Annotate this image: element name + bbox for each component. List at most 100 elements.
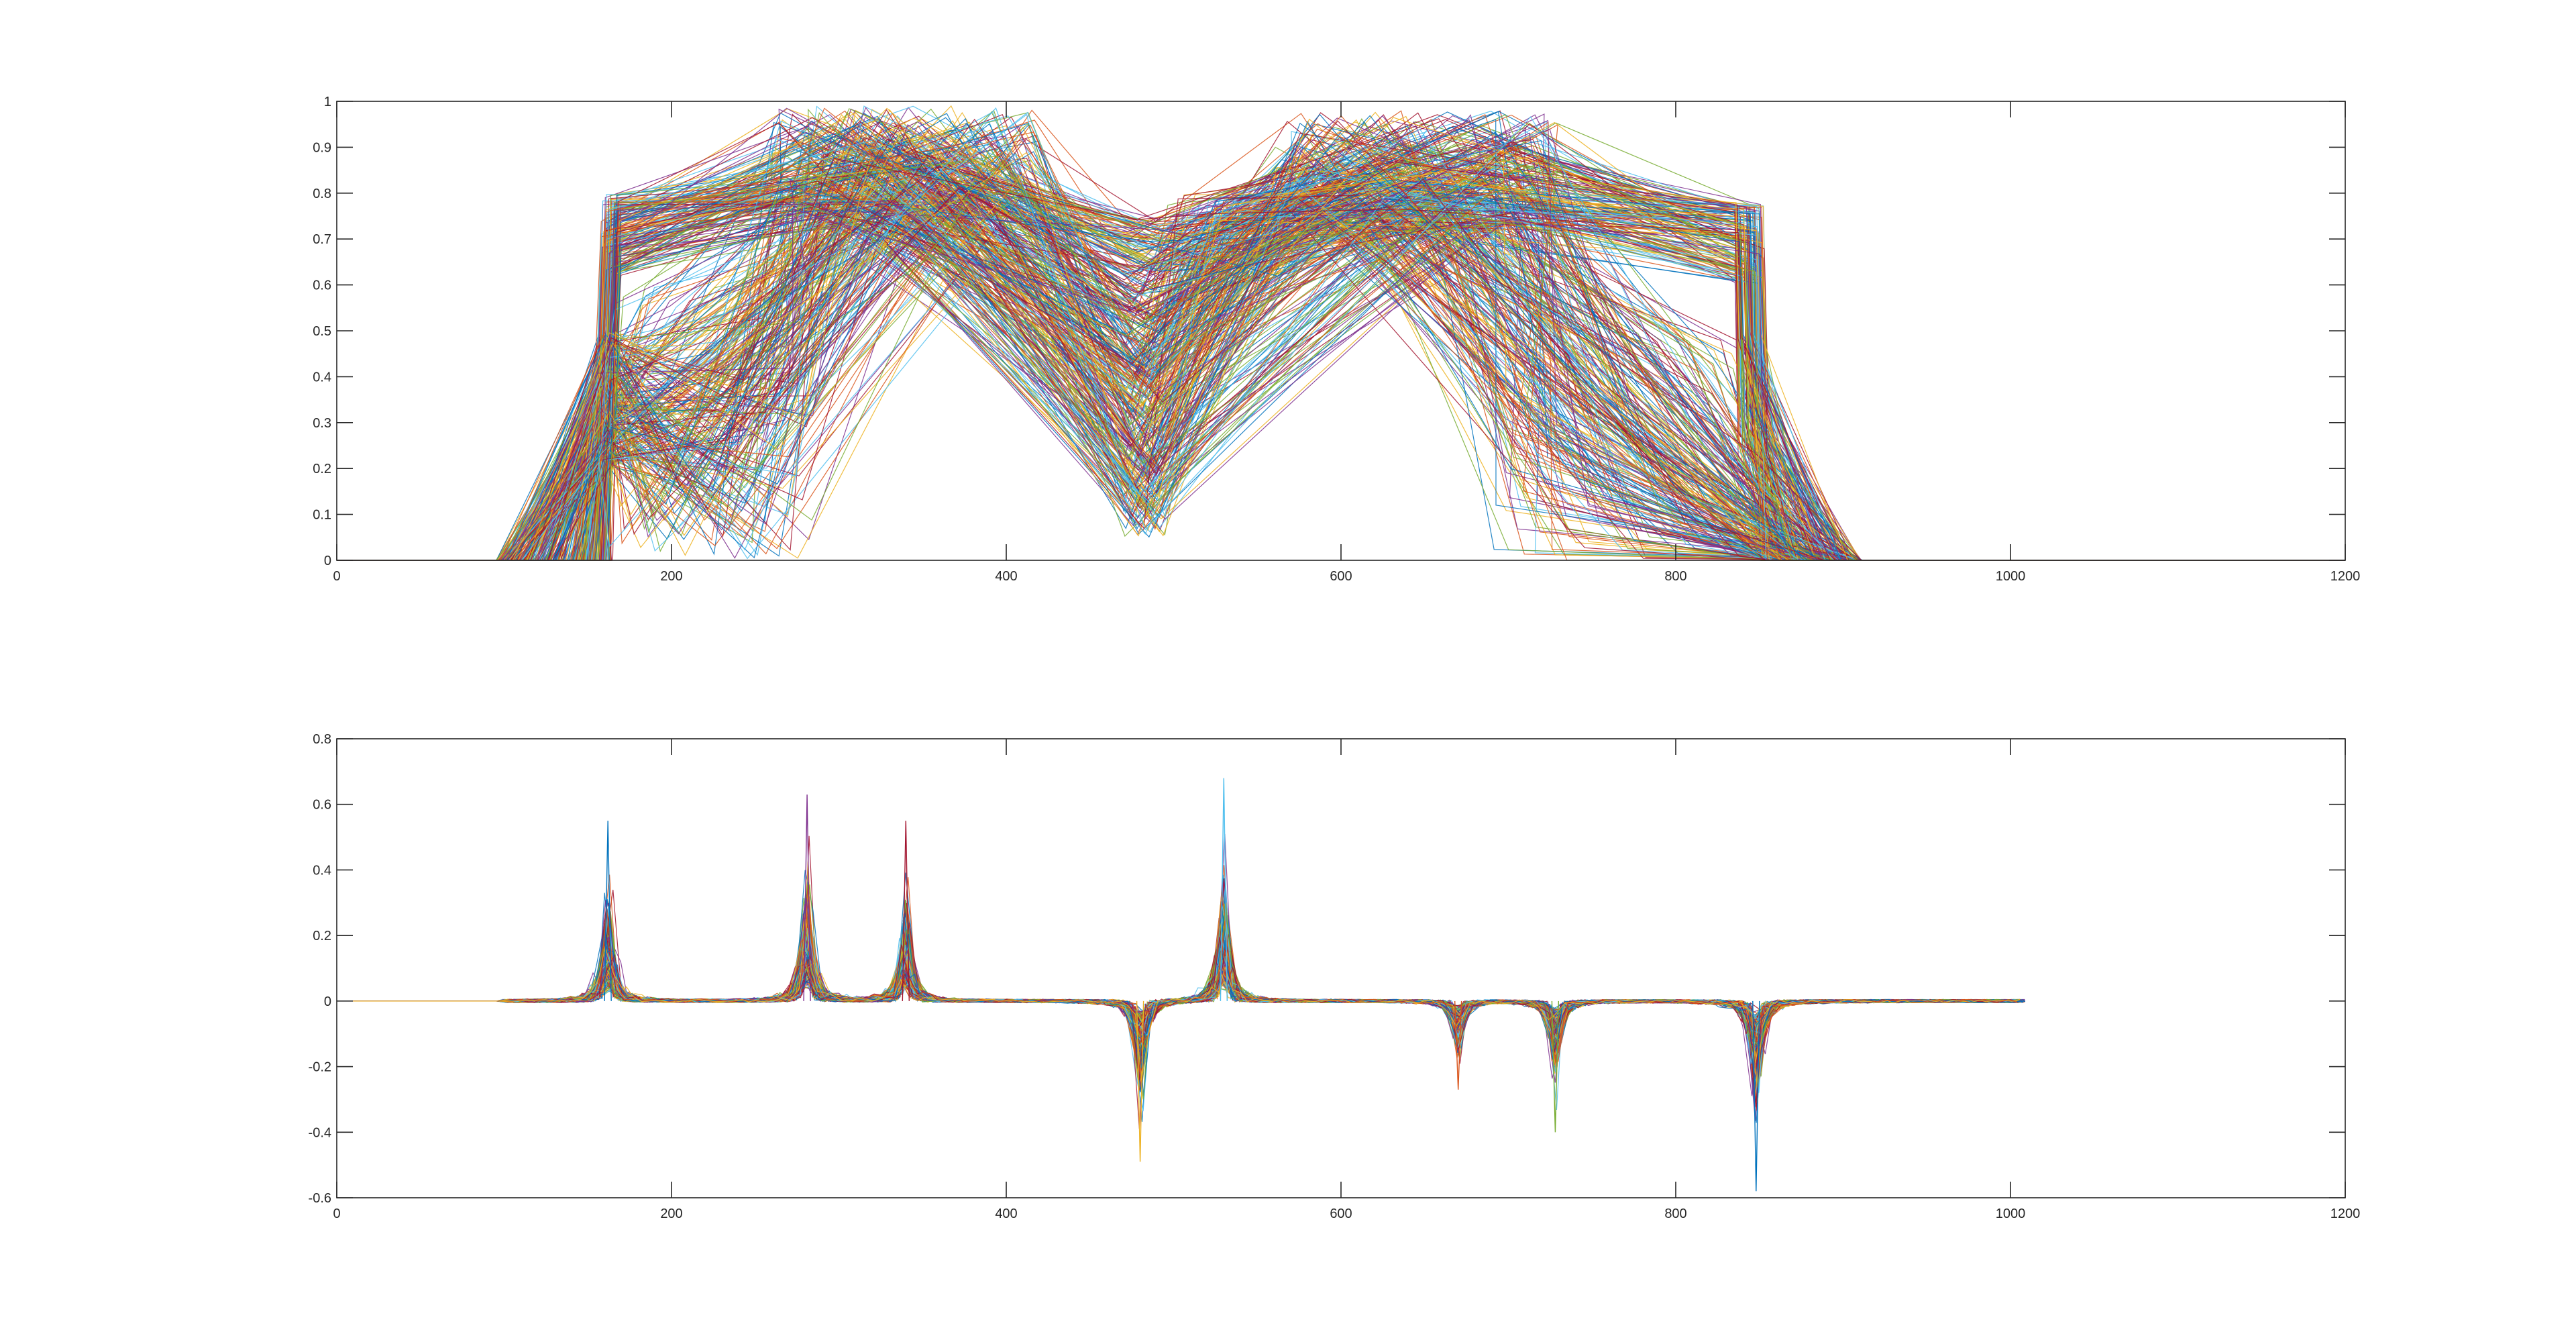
x-tick-label: 1000 — [1996, 1206, 2026, 1221]
top-series-line — [337, 122, 2345, 561]
y-tick-label: 0.8 — [313, 187, 331, 201]
top-series-line — [337, 144, 2345, 561]
bottom-series-line — [337, 907, 2022, 1068]
bottom-series-line — [337, 882, 2021, 1060]
top-series-line — [337, 155, 2345, 561]
y-tick-label: 0.9 — [313, 140, 331, 155]
top-series-line — [337, 129, 2345, 561]
top-series-line — [337, 115, 2345, 561]
top-series-line — [337, 164, 2345, 561]
top-series-line — [337, 179, 2345, 561]
top-series-line — [337, 115, 2345, 561]
x-tick-label: 400 — [995, 1206, 1017, 1221]
spike-peak — [1220, 778, 1228, 1001]
top-series-line — [337, 142, 2345, 561]
spike-peak — [803, 794, 811, 1001]
bottom-series-line — [337, 884, 2019, 1069]
top-series-line — [337, 193, 2345, 561]
x-tick-label: 1200 — [2330, 1206, 2361, 1221]
top-series-line — [337, 123, 2345, 561]
top-series-line — [337, 164, 2345, 561]
y-tick-label: 0.6 — [313, 798, 331, 813]
top-series-line — [337, 160, 2345, 561]
top-series-line — [337, 107, 2345, 561]
top-series-line — [337, 192, 2345, 561]
bottom-axes-box — [336, 738, 2346, 1198]
top-series-line — [337, 160, 2345, 561]
top-series-line — [337, 178, 2345, 561]
top-series-line — [337, 107, 2345, 561]
y-tick-label: 0 — [324, 554, 331, 568]
x-tick-label: 1200 — [2330, 569, 2361, 584]
x-tick-label: 800 — [1664, 1206, 1686, 1221]
top-series-line — [337, 132, 2345, 561]
bottom-series-line — [337, 834, 2019, 1121]
y-tick-label: -0.2 — [309, 1060, 331, 1075]
bottom-axes: 0 200 400 600 800 1000 1200 -0.6 -0.4 -0.2 0 0.2 0.4… — [309, 732, 2361, 1221]
top-series-line — [337, 156, 2345, 561]
bottom-series-line — [337, 903, 2019, 1078]
x-tick-label: 600 — [1330, 569, 1352, 584]
y-tick-label: 1 — [324, 95, 331, 109]
bottom-series-line — [337, 911, 2023, 1068]
y-tick-label: 0.1 — [313, 508, 331, 523]
top-series-line — [337, 154, 2345, 561]
y-tick-label: 0 — [324, 994, 331, 1009]
y-tick-label: 0.3 — [313, 416, 331, 431]
x-tick-label: 1000 — [1996, 569, 2026, 584]
top-series-line — [337, 112, 2345, 561]
y-tick-label: 0.2 — [313, 929, 331, 943]
top-series-line — [337, 132, 2345, 561]
x-tick-label: 200 — [660, 569, 682, 584]
top-series-line — [337, 139, 2345, 561]
top-series-line — [337, 202, 2345, 561]
bottom-series-line — [337, 912, 2024, 1066]
top-series-line — [337, 155, 2345, 561]
top-series-line — [337, 159, 2345, 561]
y-tick-label: 0.4 — [313, 370, 331, 384]
y-tick-label: 0.4 — [313, 863, 331, 878]
top-series-line — [337, 152, 2345, 561]
y-tick-label: 0.8 — [313, 732, 331, 747]
y-tick-label: -0.4 — [309, 1125, 331, 1140]
top-series-line — [337, 107, 2345, 561]
bottom-series-line — [337, 898, 2018, 1084]
top-series-line — [337, 132, 2345, 561]
bottom-series-line — [337, 909, 2022, 1066]
bottom-series-line — [337, 919, 2021, 1084]
spike-peak — [1551, 1000, 1559, 1133]
x-tick-label: 0 — [333, 569, 340, 584]
bottom-series-line — [337, 899, 2023, 1060]
top-series-line — [337, 148, 2345, 561]
top-plot-lines — [337, 105, 2345, 561]
y-tick-label: 0.2 — [313, 462, 331, 476]
top-series-line — [337, 121, 2345, 561]
top-series-line — [337, 122, 2345, 561]
x-tick-label: 200 — [660, 1206, 682, 1221]
top-series-line — [337, 165, 2345, 561]
bottom-axes-ticks: 0 200 400 600 800 1000 1200 -0.6 -0.4 -0.2 0 0.2 0.4… — [309, 732, 2361, 1221]
top-axes-ticks: 0 200 400 600 800 1000 1200 0 0.1 0.2 0.3 0.4 0.5 0.6… — [313, 95, 2360, 584]
bottom-series-line — [337, 901, 2025, 1060]
y-tick-label: 0.7 — [313, 232, 331, 247]
spike-peak — [604, 821, 612, 1001]
y-tick-label: -0.6 — [309, 1191, 331, 1206]
x-tick-label: 800 — [1664, 569, 1686, 584]
top-series-line — [337, 145, 2345, 561]
top-series-line — [337, 108, 2345, 561]
spike-peak — [1752, 1000, 1760, 1192]
x-tick-label: 0 — [333, 1206, 340, 1221]
bottom-series-line — [337, 921, 2020, 1058]
y-tick-label: 0.6 — [313, 278, 331, 293]
top-series-line — [337, 125, 2345, 561]
bottom-series-line — [337, 903, 2021, 1067]
top-series-line — [337, 174, 2345, 561]
top-series-line — [337, 168, 2345, 561]
spike-peak — [1136, 1000, 1144, 1162]
y-tick-label: 0.5 — [313, 324, 331, 339]
top-series-line — [337, 111, 2345, 561]
bottom-plot-lines — [337, 778, 2026, 1192]
top-series-line — [337, 155, 2345, 561]
top-series-line — [337, 158, 2345, 561]
